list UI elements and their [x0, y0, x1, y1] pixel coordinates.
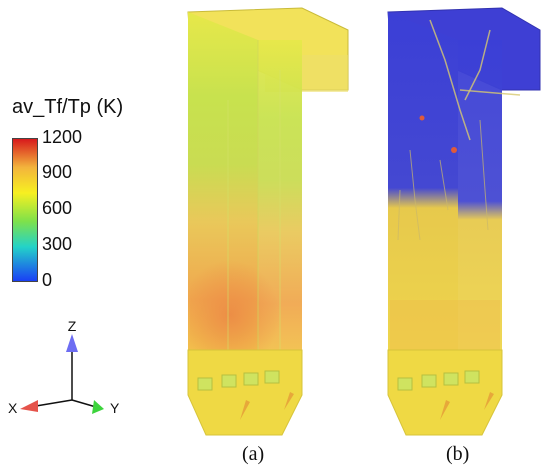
nozzle-b-2 [484, 392, 494, 410]
shaft-front-b [388, 12, 458, 350]
colorbar-tick-0: 0 [42, 270, 53, 290]
shaft-side-b [458, 40, 502, 350]
nozzle-a-1 [240, 400, 250, 420]
boiler-panel-a [187, 7, 349, 436]
colorbar-tick-300: 300 [42, 234, 73, 254]
burner-b-1 [397, 377, 413, 391]
axis-triad: Z X Y [8, 318, 120, 416]
x-axis-label: X [8, 400, 18, 416]
caption-b: (b) [446, 443, 470, 465]
legend-title: av_Tf/Tp (K) [12, 96, 124, 118]
caption-a: (a) [242, 443, 265, 465]
colorbar [12, 138, 38, 282]
boiler-panel-b [387, 7, 541, 436]
x-axis-arrow [20, 400, 38, 412]
y-axis-arrow [92, 400, 104, 414]
colorbar-tick-900: 900 [42, 162, 73, 182]
nozzle-b-1 [440, 400, 450, 420]
y-axis-label: Y [110, 400, 120, 416]
colorbar-tick-600: 600 [42, 198, 73, 218]
burner-b-3 [443, 372, 459, 386]
hopper-b [387, 349, 503, 436]
burner-a-3 [243, 372, 259, 386]
z-axis-arrow [66, 334, 78, 352]
z-axis-label: Z [68, 318, 77, 334]
burner-a-2 [221, 374, 237, 388]
nozzle-a-2 [284, 392, 294, 410]
burner-b-2 [421, 374, 437, 388]
burner-b-4 [464, 370, 480, 384]
colorbar-tick-1200: 1200 [42, 127, 83, 147]
burner-a-4 [264, 370, 280, 384]
hopper-a [187, 349, 303, 436]
burner-a-1 [197, 377, 213, 391]
